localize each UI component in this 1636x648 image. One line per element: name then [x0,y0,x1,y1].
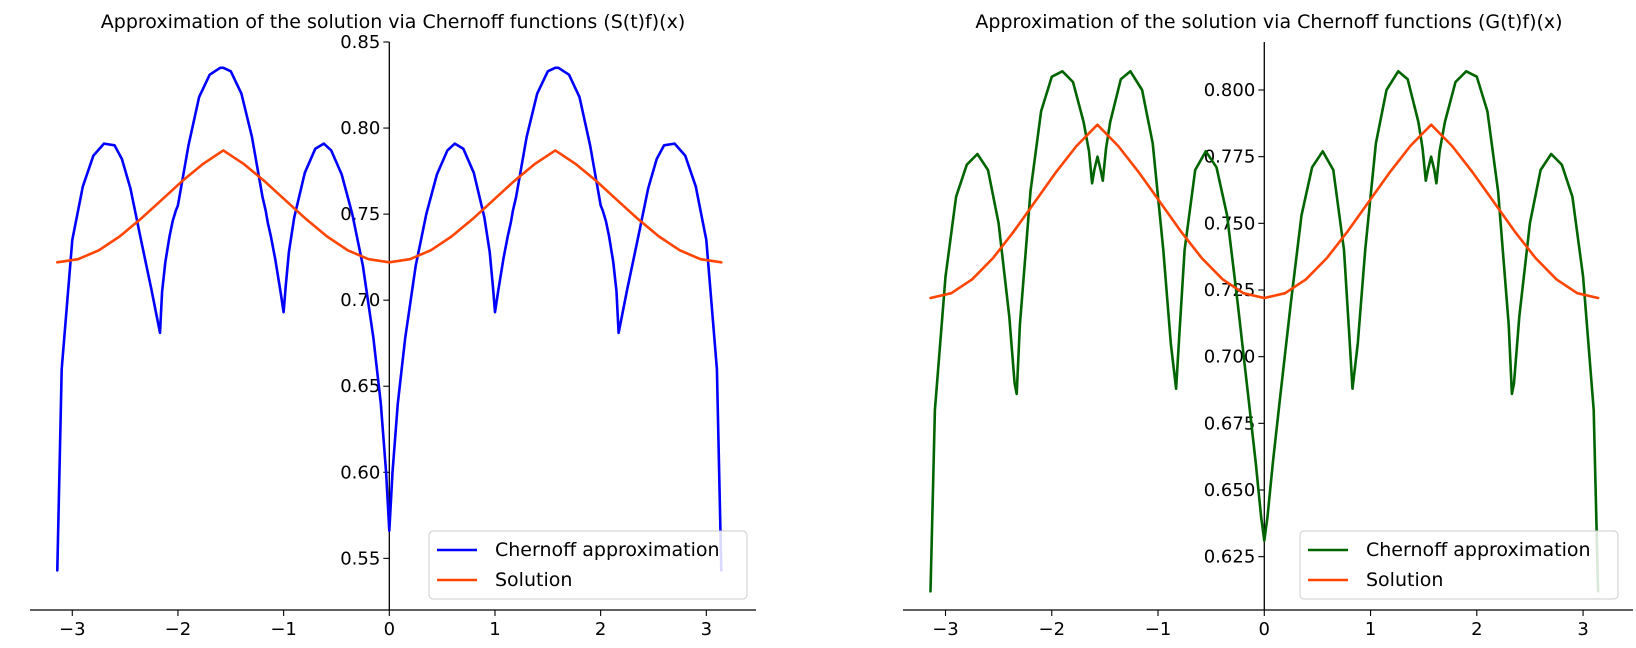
x-tick-label: 3 [701,619,712,640]
legend-frame [1299,530,1619,600]
x-tick-label: 0 [384,619,395,640]
y-tick-label: 0.800 [1204,80,1256,101]
legend: Chernoff approximation Solution [428,530,748,600]
y-tick-label: 0.85 [340,32,380,53]
legend-frame [428,530,748,600]
legend-label: Solution [1366,569,1443,591]
solution-line [56,149,723,264]
x-tick-label: −3 [59,619,86,640]
x-tick-label: 3 [1577,619,1588,640]
x-tick-label: 2 [1471,619,1482,640]
y-tick-label: 0.675 [1204,413,1256,434]
x-tick-label: 0 [1259,619,1270,640]
y-tick-label: 0.775 [1204,147,1256,168]
y-tick-label: 0.625 [1204,547,1256,568]
chart-panel-1: Approximation of the solution via Cherno… [30,11,756,640]
chart-title: Approximation of the solution via Cherno… [975,11,1562,33]
y-tick-label: 0.750 [1204,213,1256,234]
solution-line [929,123,1600,300]
chart-title: Approximation of the solution via Cherno… [101,11,685,33]
x-tick-label: 2 [595,619,606,640]
chernoff-approximation-line [929,70,1600,593]
y-tick-label: 0.70 [340,290,380,311]
y-tick-label: 0.65 [340,376,380,397]
legend-label: Chernoff approximation [1366,539,1591,561]
y-tick-label: 0.75 [340,204,380,225]
y-tick-label: 0.80 [340,118,380,139]
y-tick-label: 0.725 [1204,280,1256,301]
legend-label: Solution [495,569,572,591]
legend: Chernoff approximation Solution [1299,530,1619,600]
x-tick-label: −3 [932,619,959,640]
x-tick-label: −1 [1145,619,1172,640]
chart-panel-2: Approximation of the solution via Cherno… [903,11,1633,640]
x-tick-label: −2 [165,619,192,640]
x-tick-label: 1 [489,619,500,640]
chernoff-approximation-line [56,66,723,572]
x-tick-label: −1 [270,619,297,640]
y-tick-label: 0.55 [340,548,380,569]
x-tick-label: 1 [1365,619,1376,640]
y-tick-label: 0.700 [1204,347,1256,368]
x-tick-label: −2 [1038,619,1065,640]
y-tick-label: 0.650 [1204,480,1256,501]
legend-label: Chernoff approximation [495,539,720,561]
y-tick-label: 0.60 [340,462,380,483]
